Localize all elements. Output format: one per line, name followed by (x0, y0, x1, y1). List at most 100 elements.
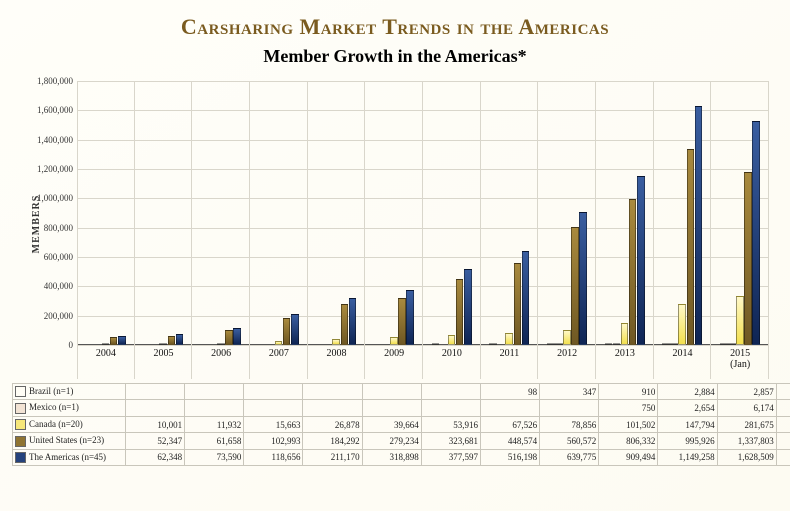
bar (720, 343, 728, 345)
table-row: The Americas (n=45)62,34873,590118,65621… (13, 449, 790, 465)
table-cell: 2,654 (658, 400, 717, 416)
bar (341, 304, 349, 345)
bar (390, 337, 398, 345)
table-row: Brazil (n=1)983479102,8842,8573,686 (13, 384, 790, 400)
table-cell: 52,347 (126, 433, 185, 449)
table-cell: 61,658 (185, 433, 244, 449)
table-cell: 53,916 (421, 416, 480, 432)
bar (432, 343, 440, 345)
table-cell (185, 384, 244, 400)
table-cell: 279,234 (362, 433, 421, 449)
bar (225, 330, 233, 345)
bar (752, 121, 760, 345)
year-group: 2011 (481, 81, 539, 345)
bar (176, 334, 184, 345)
bar (275, 341, 283, 345)
table-cell: 2,884 (658, 384, 717, 400)
bar (736, 296, 744, 345)
x-category-label: 2008 (308, 345, 366, 359)
series-name: Brazil (n=1) (29, 386, 73, 396)
bar (605, 343, 613, 345)
table-cell: 336,058 (776, 416, 790, 432)
table-cell: 1,337,803 (717, 433, 776, 449)
x-category-label: 2009 (365, 345, 423, 359)
bar (637, 176, 645, 345)
table-cell (480, 400, 539, 416)
table-cell: 78,856 (540, 416, 599, 432)
series-label-cell: Brazil (n=1) (13, 384, 126, 400)
legend-swatch (15, 452, 26, 463)
bar (563, 330, 571, 345)
bar (332, 339, 340, 345)
y-tick-label: 1,600,000 (37, 105, 77, 115)
bar (728, 343, 736, 345)
table-cell: 62,348 (126, 449, 185, 465)
table-cell: 318,898 (362, 449, 421, 465)
bar (662, 343, 670, 345)
bar (168, 336, 176, 345)
series-name: Canada (n=20) (29, 419, 83, 429)
bar (695, 106, 703, 345)
table-cell: 323,681 (421, 433, 480, 449)
table-cell: 639,775 (540, 449, 599, 465)
table-cell: 1,628,509 (717, 449, 776, 465)
bar (118, 336, 126, 345)
bar (629, 199, 637, 345)
bar (670, 343, 678, 345)
table-cell: 211,170 (303, 449, 362, 465)
table-cell (303, 400, 362, 416)
x-category-label: 2007 (250, 345, 308, 359)
legend-swatch (15, 386, 26, 397)
bar (398, 298, 406, 345)
data-table: Brazil (n=1)983479102,8842,8573,686Mexic… (12, 383, 790, 466)
bar (621, 323, 629, 345)
y-tick-label: 1,400,000 (37, 135, 77, 145)
table-cell: 147,794 (658, 416, 717, 432)
table-cell: 909,494 (599, 449, 658, 465)
table-row: Canada (n=20)10,00111,93215,66326,87839,… (13, 416, 790, 432)
table-cell: 6,174 (717, 400, 776, 416)
table-cell: 3,686 (776, 384, 790, 400)
table-cell: 1,529,811 (776, 449, 790, 465)
x-category-label: 2013 (596, 345, 654, 359)
bar (110, 337, 118, 345)
table-cell: 560,572 (540, 433, 599, 449)
table-cell (362, 384, 421, 400)
table-cell: 347 (540, 384, 599, 400)
bar (571, 227, 579, 345)
legend-swatch (15, 419, 26, 430)
bar (678, 304, 686, 345)
x-category-label: 2015(Jan) (711, 345, 769, 370)
table-cell: 118,656 (244, 449, 303, 465)
y-tick-label: 1,000,000 (37, 193, 77, 203)
y-axis-label: MEMBERS (31, 195, 42, 254)
table-cell: 15,663 (244, 416, 303, 432)
bar (233, 328, 241, 345)
series-label-cell: United States (n=23) (13, 433, 126, 449)
bar (613, 343, 621, 345)
y-tick-label: 1,800,000 (37, 76, 77, 86)
series-label-cell: Canada (n=20) (13, 416, 126, 432)
year-group: 2010 (423, 81, 481, 345)
y-tick-label: 600,000 (44, 252, 77, 262)
table-cell: 101,502 (599, 416, 658, 432)
table-cell: 11,932 (185, 416, 244, 432)
table-cell: 750 (599, 400, 658, 416)
year-group: 2009 (365, 81, 423, 345)
bar (489, 343, 497, 345)
table-cell (421, 384, 480, 400)
series-name: The Americas (n=45) (29, 452, 106, 462)
year-group: 2015(Jan) (711, 81, 769, 345)
table-cell: 806,332 (599, 433, 658, 449)
plot-area: 0200,000400,000600,000800,0001,000,0001,… (77, 81, 769, 345)
x-category-label: 2010 (423, 345, 481, 359)
table-cell: 26,878 (303, 416, 362, 432)
x-category-label: 2005 (135, 345, 193, 359)
chart-subtitle: Member Growth in the Americas* (12, 46, 778, 67)
bar (514, 263, 522, 345)
bar (579, 212, 587, 345)
y-tick-label: 200,000 (44, 311, 77, 321)
bar (448, 335, 456, 345)
year-group: 2006 (192, 81, 250, 345)
legend-swatch (15, 403, 26, 414)
